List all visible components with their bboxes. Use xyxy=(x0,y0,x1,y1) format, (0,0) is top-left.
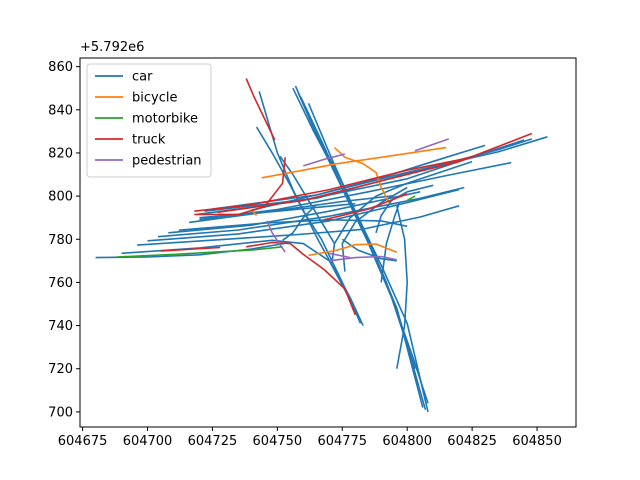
bicycle-track xyxy=(261,146,447,179)
car-track xyxy=(199,161,512,221)
legend-label-bicycle: bicycle xyxy=(132,91,177,106)
y-tick-label: 820 xyxy=(48,146,73,161)
series-layer xyxy=(95,78,548,413)
car-track xyxy=(396,205,408,369)
motorbike-track xyxy=(116,246,283,258)
legend: car bicycle motorbike truck pedestrian xyxy=(86,63,212,178)
car-track xyxy=(331,160,473,264)
car-track xyxy=(147,188,460,242)
car-track xyxy=(204,138,533,212)
pedestrian-track xyxy=(414,138,450,152)
plot-frame xyxy=(79,57,577,428)
truck-track xyxy=(245,78,276,141)
truck-track xyxy=(323,193,408,221)
truck-track xyxy=(194,157,286,216)
x-tick-label: 604725 xyxy=(188,434,238,449)
pedestrian-track xyxy=(329,255,397,262)
motorbike-track xyxy=(406,195,416,202)
legend-label-truck: truck xyxy=(132,133,166,148)
bicycle-track xyxy=(333,147,390,203)
series-motorbike xyxy=(116,195,416,258)
legend-label-motorbike: motorbike xyxy=(132,112,198,127)
car-track xyxy=(380,202,401,283)
series-truck xyxy=(160,78,533,316)
x-tick-label: 604825 xyxy=(447,434,497,449)
car-track xyxy=(168,191,421,234)
pedestrian-track xyxy=(329,252,351,259)
car-track xyxy=(137,205,460,246)
legend-label-car: car xyxy=(132,70,153,85)
car-track xyxy=(279,155,336,245)
legend-box xyxy=(86,63,212,178)
car-track xyxy=(251,144,486,211)
car-track xyxy=(157,186,465,238)
car-track xyxy=(341,186,408,272)
y-tick-label: 720 xyxy=(48,362,73,377)
x-tick-label: 604700 xyxy=(123,434,173,449)
truck-track xyxy=(217,132,533,214)
y-tick-label: 800 xyxy=(48,190,73,205)
car-track xyxy=(196,139,525,216)
y-axis: 700 720 740 760 780 800 820 840 860 xyxy=(48,60,80,420)
truck-track xyxy=(246,241,357,316)
y-tick-label: 700 xyxy=(48,405,73,420)
x-tick-label: 604800 xyxy=(382,434,432,449)
y-tick-label: 860 xyxy=(48,60,73,75)
pedestrian-track xyxy=(303,153,346,167)
car-track xyxy=(341,238,397,262)
series-bicycle xyxy=(250,146,447,257)
pedestrian-track xyxy=(266,220,286,253)
car-track xyxy=(307,102,424,408)
legend-label-pedestrian: pedestrian xyxy=(132,154,202,169)
car-track xyxy=(212,136,548,210)
x-tick-label: 604775 xyxy=(317,434,367,449)
car-track xyxy=(282,204,317,241)
truck-track xyxy=(194,156,473,212)
truck-track xyxy=(160,246,221,252)
car-track xyxy=(178,219,408,231)
x-tick-label: 604675 xyxy=(58,434,108,449)
x-tick-label: 604750 xyxy=(253,434,303,449)
y-tick-label: 780 xyxy=(48,233,73,248)
y-tick-label: 840 xyxy=(48,103,73,118)
car-track xyxy=(188,194,395,224)
bicycle-track xyxy=(308,243,398,257)
x-axis: 604675 604700 604725 604750 604775 604800 6048… xyxy=(58,427,562,449)
y-tick-label: 740 xyxy=(48,319,73,334)
y-tick-label: 760 xyxy=(48,276,73,291)
x-tick-label: 604850 xyxy=(512,434,562,449)
car-track xyxy=(255,126,359,316)
car-track xyxy=(95,241,291,259)
y-offset-label: +5.792e6 xyxy=(80,40,144,55)
series-pedestrian xyxy=(266,138,450,262)
car-track xyxy=(299,96,416,369)
